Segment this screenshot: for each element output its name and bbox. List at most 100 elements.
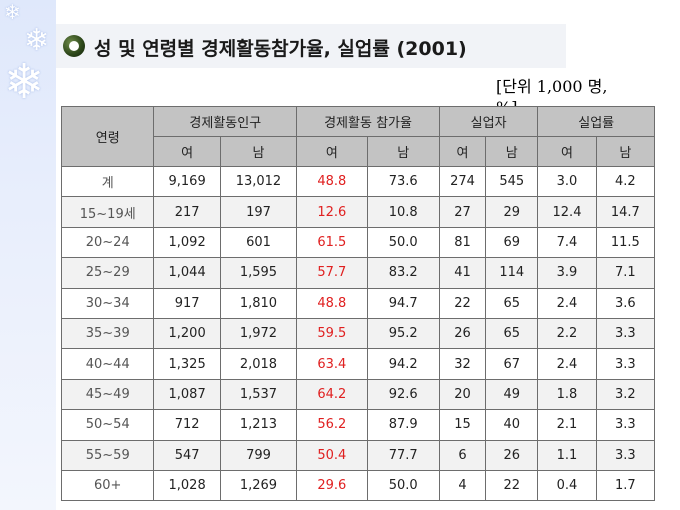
value-cell: 29 xyxy=(485,196,539,228)
value-cell: 20 xyxy=(438,378,487,411)
value-cell: 94.7 xyxy=(366,287,440,319)
value-cell: 1,044 xyxy=(153,257,221,289)
value-cell: 50.0 xyxy=(366,469,440,502)
value-cell: 73.6 xyxy=(366,165,440,198)
table-row: 35~39 1,200 1,972 59.5 95.2 26 65 2.2 3.3 xyxy=(60,317,656,350)
value-cell: 1,092 xyxy=(153,226,221,259)
value-cell: 92.6 xyxy=(366,378,440,411)
age-cell: 60+ xyxy=(60,469,155,502)
value-cell: 15 xyxy=(438,409,487,441)
value-cell: 2.1 xyxy=(537,409,597,441)
value-cell: 12.4 xyxy=(537,196,597,228)
value-cell: 4 xyxy=(438,469,487,502)
value-cell: 59.5 xyxy=(296,317,368,350)
title-bar: 성 및 연령별 경제활동참가율, 실업률 (2001) xyxy=(56,24,566,68)
value-cell: 1,087 xyxy=(153,378,221,411)
value-cell: 2.2 xyxy=(537,317,597,350)
snowflake-icon: ❄ xyxy=(24,23,50,58)
column-header-sex: 여 xyxy=(438,136,487,167)
value-cell: 917 xyxy=(153,287,221,319)
value-cell: 1.7 xyxy=(595,469,656,502)
age-cell: 55~59 xyxy=(60,439,155,471)
value-cell: 3.3 xyxy=(595,409,656,441)
value-cell: 14.7 xyxy=(595,196,656,228)
value-cell: 1,537 xyxy=(219,378,298,411)
value-cell: 65 xyxy=(485,317,539,350)
age-cell: 45~49 xyxy=(60,378,155,411)
value-cell: 114 xyxy=(485,257,539,289)
value-cell: 22 xyxy=(438,287,487,319)
value-cell: 22 xyxy=(485,469,539,502)
column-header-sex: 여 xyxy=(537,136,597,167)
table-body: 계 9,169 13,012 48.8 73.6 274 545 3.0 4.2 15~19세 21… xyxy=(60,165,656,502)
value-cell: 10.8 xyxy=(366,196,440,228)
value-cell: 2,018 xyxy=(219,348,298,380)
value-cell: 27 xyxy=(438,196,487,228)
table-row: 60+ 1,028 1,269 29.6 50.0 4 22 0.4 1.7 xyxy=(60,469,656,502)
value-cell: 50.4 xyxy=(296,439,368,471)
decorative-strip: ❄ ❄ ❄ xyxy=(0,0,56,510)
table-row: 50~54 712 1,213 56.2 87.9 15 40 2.1 3.3 xyxy=(60,409,656,441)
value-cell: 67 xyxy=(485,348,539,380)
value-cell: 3.9 xyxy=(537,257,597,289)
age-cell: 30~34 xyxy=(60,287,155,319)
value-cell: 65 xyxy=(485,287,539,319)
value-cell: 217 xyxy=(153,196,221,228)
value-cell: 1,213 xyxy=(219,409,298,441)
age-cell: 20~24 xyxy=(60,226,155,259)
table-row: 15~19세 217 197 12.6 10.8 27 29 12.4 14.7 xyxy=(60,196,656,228)
value-cell: 48.8 xyxy=(296,165,368,198)
value-cell: 7.4 xyxy=(537,226,597,259)
value-cell: 3.3 xyxy=(595,439,656,471)
header-row-sex: 여 남 여 남 여 남 여 남 xyxy=(62,136,656,167)
column-header-sex: 남 xyxy=(485,136,539,167)
value-cell: 1,972 xyxy=(219,317,298,350)
value-cell: 64.2 xyxy=(296,378,368,411)
age-cell: 50~54 xyxy=(60,409,155,441)
column-header-group: 실업률 xyxy=(537,106,655,137)
value-cell: 83.2 xyxy=(366,257,440,289)
value-cell: 1,028 xyxy=(153,469,221,502)
value-cell: 1,200 xyxy=(153,317,221,350)
column-header-sex: 여 xyxy=(296,136,368,167)
header-row-groups: 연령 경제활동인구 경제활동 참가율 실업자 실업률 xyxy=(60,106,655,167)
value-cell: 3.0 xyxy=(537,165,597,198)
snowflake-icon: ❄ xyxy=(4,54,45,110)
value-cell: 1,595 xyxy=(219,257,298,289)
value-cell: 3.2 xyxy=(595,378,656,411)
age-cell: 25~29 xyxy=(60,257,155,289)
value-cell: 799 xyxy=(219,439,298,471)
value-cell: 7.1 xyxy=(595,257,656,289)
value-cell: 11.5 xyxy=(595,226,656,259)
value-cell: 40 xyxy=(485,409,539,441)
value-cell: 547 xyxy=(153,439,221,471)
value-cell: 32 xyxy=(438,348,487,380)
value-cell: 9,169 xyxy=(153,165,221,198)
data-table: 연령 경제활동인구 경제활동 참가율 실업자 실업률 여 남 여 남 여 남 여… xyxy=(60,106,656,502)
value-cell: 712 xyxy=(153,409,221,441)
value-cell: 3.3 xyxy=(595,348,656,380)
value-cell: 94.2 xyxy=(366,348,440,380)
column-header-sex: 남 xyxy=(219,136,298,167)
column-header-sex: 남 xyxy=(366,136,440,167)
column-header-age: 연령 xyxy=(60,106,155,167)
value-cell: 48.8 xyxy=(296,287,368,319)
value-cell: 2.4 xyxy=(537,348,597,380)
column-header-group: 경제활동 참가율 xyxy=(296,106,440,137)
table-row: 55~59 547 799 50.4 77.7 6 26 1.1 3.3 xyxy=(60,439,656,471)
value-cell: 81 xyxy=(438,226,487,259)
value-cell: 87.9 xyxy=(366,409,440,441)
value-cell: 12.6 xyxy=(296,196,368,228)
value-cell: 545 xyxy=(485,165,539,198)
value-cell: 0.4 xyxy=(537,469,597,502)
value-cell: 95.2 xyxy=(366,317,440,350)
value-cell: 1.8 xyxy=(537,378,597,411)
value-cell: 57.7 xyxy=(296,257,368,289)
value-cell: 274 xyxy=(438,165,487,198)
value-cell: 56.2 xyxy=(296,409,368,441)
value-cell: 1,810 xyxy=(219,287,298,319)
value-cell: 49 xyxy=(485,378,539,411)
value-cell: 63.4 xyxy=(296,348,368,380)
value-cell: 3.6 xyxy=(595,287,656,319)
value-cell: 50.0 xyxy=(366,226,440,259)
